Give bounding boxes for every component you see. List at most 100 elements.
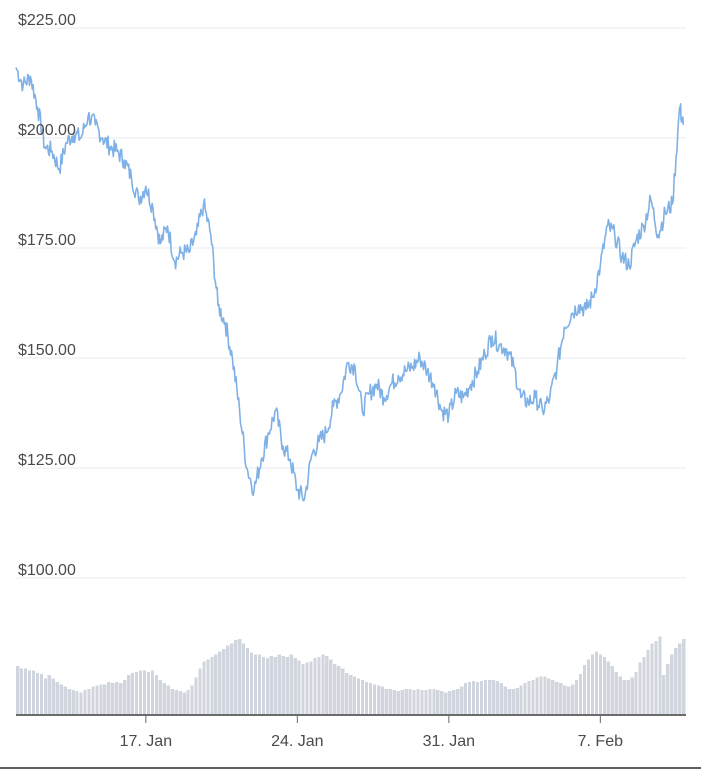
volume-bar: [51, 678, 55, 714]
volume-bar: [666, 663, 670, 714]
volume-bar: [16, 666, 20, 714]
volume-bar: [154, 675, 159, 714]
volume-bar: [388, 688, 392, 714]
volume-bar: [305, 662, 309, 714]
volume-bars: [16, 636, 686, 714]
volume-bar: [261, 657, 266, 714]
x-tick-label: 31. Jan: [423, 733, 475, 750]
volume-bar: [119, 683, 123, 714]
volume-bar: [467, 682, 472, 714]
volume-bar: [67, 688, 71, 714]
volume-bar: [257, 654, 262, 714]
volume-bar: [674, 647, 678, 714]
volume-bar: [27, 670, 32, 714]
volume-bar: [412, 690, 416, 714]
volume-bar: [297, 660, 301, 714]
volume-bar: [198, 668, 202, 714]
volume-bar: [364, 682, 369, 714]
volume-bar: [337, 666, 341, 714]
volume-bar: [273, 657, 277, 714]
volume-bar: [111, 683, 115, 714]
volume-bar: [241, 643, 246, 714]
y-tick-label: $175.00: [18, 232, 76, 249]
volume-bar: [487, 679, 492, 714]
volume-bar: [59, 684, 63, 714]
volume-bar: [475, 682, 480, 714]
volume-bar: [333, 663, 337, 714]
price-series: [15, 67, 685, 502]
volume-bar: [582, 664, 587, 714]
volume-bar: [376, 685, 381, 714]
volume-bar: [134, 671, 139, 714]
volume-bar: [598, 654, 603, 714]
volume-bar: [606, 661, 610, 714]
volume-bar: [444, 692, 448, 714]
volume-bar: [130, 672, 135, 714]
volume-bar: [166, 685, 170, 714]
volume-bar: [658, 636, 662, 714]
volume-bar: [277, 654, 281, 714]
volume-bar: [654, 641, 658, 714]
volume-bar: [440, 691, 444, 714]
volume-bar: [178, 691, 182, 714]
volume-bar: [400, 690, 404, 714]
volume-bar: [543, 676, 547, 714]
volume-bar: [360, 679, 365, 714]
volume-bar: [341, 668, 345, 714]
volume-bar: [471, 680, 476, 714]
volume-bar: [245, 647, 250, 714]
volume-bar: [234, 639, 238, 714]
volume-bar: [626, 679, 630, 714]
volume-bar: [618, 676, 622, 714]
volume-bar: [646, 650, 650, 714]
volume-bar: [83, 690, 87, 714]
y-axis: $225.00 $200.00 $175.00 $150.00 $125.00 $100.…: [18, 12, 76, 579]
volume-bar: [567, 686, 571, 714]
volume-bar: [222, 649, 226, 714]
volume-bar: [432, 688, 436, 714]
volume-bar: [416, 688, 420, 714]
volume-bar: [460, 686, 464, 714]
volume-bar: [404, 688, 408, 714]
volume-bar: [586, 659, 591, 714]
volume-bar: [329, 659, 333, 714]
volume-bar: [91, 686, 95, 714]
volume-bar: [115, 682, 119, 714]
volume-bar: [507, 688, 511, 714]
volume-bar: [515, 687, 519, 714]
volume-bar: [43, 678, 47, 714]
volume-bar: [146, 671, 151, 714]
volume-bar: [79, 692, 83, 714]
volume-bar: [547, 678, 551, 714]
volume-bar: [499, 683, 503, 714]
volume-bar: [269, 655, 273, 714]
volume-bar: [491, 679, 495, 714]
volume-bar: [293, 658, 297, 714]
volume-bar: [325, 655, 329, 714]
volume-bar: [380, 686, 384, 714]
volume-bar: [368, 683, 373, 714]
volume-bar: [670, 654, 674, 714]
y-tick-label: $225.00: [18, 12, 76, 29]
volume-bar: [214, 654, 218, 714]
volume-bar: [31, 670, 36, 714]
volume-bar: [479, 680, 484, 714]
volume-bar: [253, 654, 258, 714]
grid-lines: [16, 27, 686, 579]
volume-bar: [511, 688, 515, 714]
volume-bar: [210, 657, 214, 714]
volume-bar: [448, 691, 452, 714]
volume-bar: [190, 685, 194, 714]
volume-bar: [19, 668, 24, 714]
volume-bar: [99, 684, 103, 714]
volume-bar: [424, 690, 428, 714]
volume-bar: [309, 661, 313, 714]
volume-bar: [630, 677, 634, 714]
volume-bar: [301, 663, 305, 714]
volume-bar: [103, 684, 107, 714]
volume-bar: [503, 686, 507, 714]
volume-bar: [610, 666, 614, 714]
volume-bar: [313, 658, 317, 714]
